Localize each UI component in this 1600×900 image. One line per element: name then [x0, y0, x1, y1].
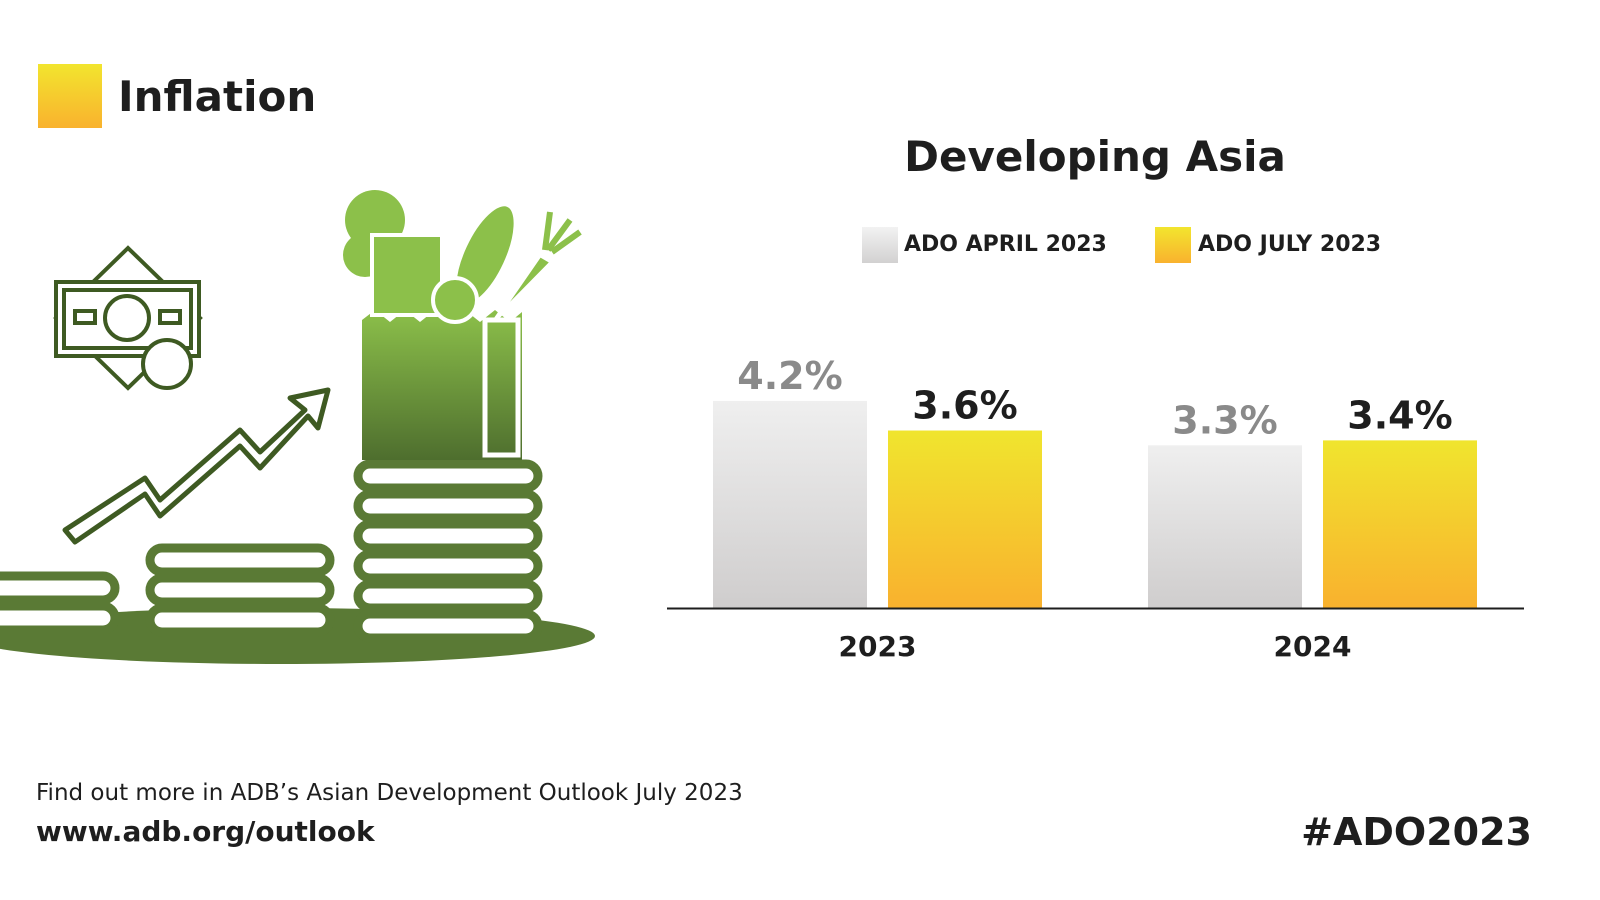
bag-icon	[343, 190, 582, 460]
footer-link[interactable]: www.adb.org/outlook	[36, 815, 375, 848]
x-tick-label: 2024	[1274, 630, 1352, 663]
footer-text: Find out more in ADB’s Asian Development…	[36, 780, 743, 806]
x-tick-label: 2023	[839, 630, 917, 663]
bar-july-2024	[1323, 440, 1477, 608]
data-label: 4.2%	[737, 354, 842, 398]
hashtag: #ADO2023	[1301, 810, 1532, 854]
legend-label-april: ADO APRIL 2023	[904, 232, 1107, 257]
data-label: 3.6%	[912, 384, 1017, 428]
rising-arrow-icon	[62, 387, 331, 545]
legend-label-july: ADO JULY 2023	[1198, 232, 1382, 257]
coin-stacks	[0, 459, 543, 643]
legend-swatch-july	[1155, 227, 1191, 263]
bar-april-2024	[1148, 445, 1302, 608]
title-swatch	[38, 64, 102, 128]
data-label: 3.3%	[1172, 398, 1277, 442]
legend-swatch-april	[862, 227, 898, 263]
bar-july-2023	[888, 430, 1042, 608]
chart-title: Developing Asia	[904, 132, 1286, 181]
bar-april-2023	[713, 400, 867, 608]
money-icon	[53, 245, 203, 391]
bar-chart: 4.2% 3.6% 2023 3.3% 3.4% 2024	[667, 354, 1524, 663]
grocery-inflation-illustration	[0, 190, 595, 664]
data-label: 3.4%	[1347, 393, 1452, 437]
page-title: Inflation	[118, 72, 317, 121]
